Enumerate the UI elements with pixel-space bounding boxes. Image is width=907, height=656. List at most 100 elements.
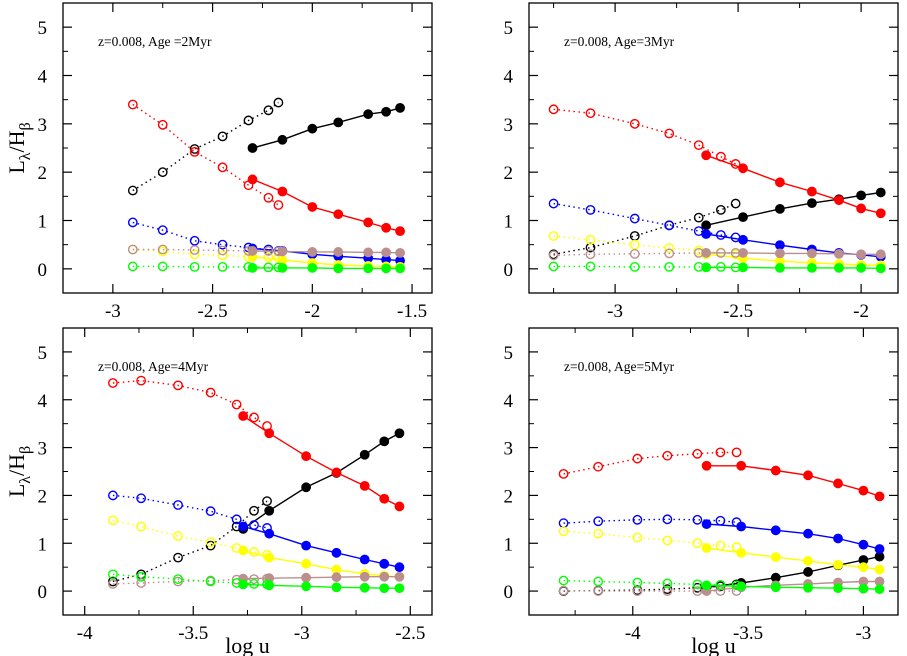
data-point-green-open [629, 261, 640, 272]
y-tick-label: 2 [38, 163, 48, 184]
y-tick-label: 4 [38, 67, 48, 88]
data-point-black-filled [379, 436, 390, 447]
data-point-green-open [263, 262, 274, 273]
data-point-rosybrown-filled [856, 249, 866, 260]
data-point-yellow-filled [701, 543, 712, 553]
data-point-green-open [231, 578, 242, 588]
data-point-blue-open [217, 239, 228, 250]
series-line-rosybrown-open [553, 252, 736, 256]
data-point-black-filled [775, 203, 785, 214]
data-point-red-filled [807, 186, 817, 197]
data-point-green-filled [874, 584, 885, 595]
data-point-yellow-open [262, 549, 272, 560]
data-point-black-filled [247, 143, 258, 153]
data-point-yellow-open [249, 546, 259, 557]
data-point-red-open [127, 99, 138, 110]
data-point-yellow-open [108, 515, 118, 526]
data-point-blue-filled [874, 544, 885, 554]
data-point-blue-open [262, 523, 272, 533]
data-point-rosybrown-filled [381, 247, 392, 258]
data-point-red-filled [874, 491, 885, 502]
data-point-blue-open [715, 230, 726, 240]
data-point-yellow-open [205, 537, 216, 548]
data-point-red-filled [331, 467, 342, 478]
data-point-green-open [262, 579, 272, 590]
data-point-rosybrown-filled [333, 247, 344, 257]
data-point-red-open [692, 448, 703, 459]
x-tick-label: -3 [607, 301, 623, 322]
data-point-blue-filled [394, 562, 405, 573]
y-tick-label: 0 [504, 582, 514, 603]
data-point-red-open [136, 375, 147, 386]
data-point-red-open [263, 192, 274, 203]
data-point-rosybrown-open [189, 245, 200, 255]
data-point-blue-open [157, 225, 168, 236]
data-point-red-filled [301, 451, 312, 462]
data-point-rosybrown-filled [701, 247, 712, 258]
series-line-yellow-open [112, 519, 268, 556]
data-point-green-open [157, 261, 168, 272]
x-tick-label: -4 [625, 623, 641, 644]
data-point-green-filled [363, 263, 374, 274]
data-point-blue-filled [379, 558, 390, 569]
data-point-green-filled [394, 583, 405, 594]
data-point-blue-open [205, 506, 216, 517]
data-point-blue-open [693, 226, 704, 237]
data-point-blue-open [715, 515, 726, 526]
data-point-green-open [731, 580, 742, 591]
panel-age-2myr: -3 -2.5 -2 -1.5 0 1 2 3 4 5 z=0.008, Age =2Myr Lλ/H… [4, 2, 433, 322]
data-point-green-open [273, 262, 284, 273]
data-point-green-filled [807, 262, 817, 273]
data-point-red-open [558, 468, 569, 479]
series-line-yellow-open [553, 235, 736, 255]
data-point-red-open [173, 380, 183, 391]
data-point-rosybrown-open [263, 246, 274, 256]
data-point-red-open [593, 461, 604, 472]
data-point-yellow-open [136, 521, 147, 532]
data-point-rosybrown-open [231, 574, 242, 585]
series-line-green-open [112, 573, 268, 586]
data-point-blue-open [231, 514, 242, 525]
data-point-rosybrown-filled [807, 248, 817, 259]
panel-annotation: z=0.008, Age =2Myr [98, 34, 212, 49]
data-point-red-open [693, 140, 704, 151]
data-point-blue-open [127, 217, 138, 228]
data-point-red-filled [856, 203, 866, 214]
y-tick-label: 0 [38, 582, 48, 603]
data-point-green-open [664, 261, 675, 272]
data-point-blue-filled [775, 240, 785, 251]
data-point-yellow-open [629, 239, 640, 250]
data-point-yellow-open [593, 528, 604, 539]
data-point-blue-open [593, 516, 604, 527]
data-point-green-open [593, 576, 604, 587]
data-point-rosybrown-open [217, 245, 228, 256]
series-line-yellow-open [563, 530, 737, 548]
data-point-yellow-open [189, 249, 200, 260]
data-point-green-open [548, 261, 559, 272]
data-point-blue-open [558, 518, 569, 529]
data-point-red-filled [833, 478, 843, 489]
data-point-red-filled [701, 150, 712, 161]
y-tick-label: 0 [504, 260, 514, 281]
data-point-blue-open [189, 235, 200, 246]
series-line-red-open [553, 108, 736, 165]
data-point-rosybrown-filled [395, 247, 405, 258]
panel-age-4myr: -4 -3.5 -3 -2.5 0 1 2 3 4 5 z=0.008, Age=4Myr Lλ/Hβ… [4, 327, 433, 656]
data-point-black-filled [738, 212, 748, 223]
data-point-red-filled [363, 217, 374, 228]
data-point-red-filled [834, 195, 844, 206]
series-line-black-open [112, 500, 268, 583]
data-point-yellow-open [662, 535, 673, 546]
data-point-yellow-filled [874, 564, 885, 575]
data-point-black-open [189, 144, 200, 154]
y-tick-label: 4 [38, 391, 48, 412]
data-point-yellow-filled [858, 562, 869, 573]
panel-annotation: z=0.008, Age=5Myr [564, 359, 675, 374]
series-line-red-open [563, 451, 737, 475]
data-point-green-filled [858, 583, 869, 594]
x-tick-label: -3 [105, 301, 121, 322]
data-point-red-filled [701, 460, 712, 471]
data-point-green-open [217, 261, 228, 272]
y-tick-label: 5 [504, 343, 514, 364]
